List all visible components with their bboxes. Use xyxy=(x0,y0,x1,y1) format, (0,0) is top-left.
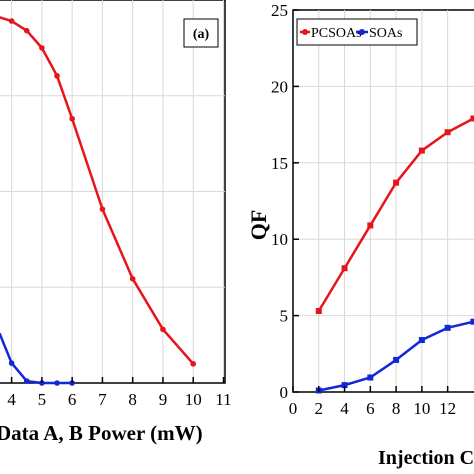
x-tick-label: 9 xyxy=(159,390,168,409)
data-point xyxy=(8,360,15,366)
x-tick-label: 5 xyxy=(38,390,47,409)
data-point xyxy=(69,115,75,122)
data-point xyxy=(393,179,400,186)
y-axis-label-b: QF xyxy=(246,210,271,241)
data-point xyxy=(367,222,374,229)
x-tick-label: 0 xyxy=(289,399,298,418)
grid-a xyxy=(0,0,225,383)
x-tick-label: 8 xyxy=(128,390,137,409)
data-point xyxy=(54,380,60,386)
y-tick-label: 0 xyxy=(280,383,289,402)
x-tick-label: 12 xyxy=(439,399,456,418)
data-point xyxy=(190,361,197,367)
data-point xyxy=(129,276,136,282)
x-tick-label: 6 xyxy=(68,390,77,409)
data-point xyxy=(8,18,15,24)
x-tick-label: 10 xyxy=(413,399,430,418)
x-tick-label: 7 xyxy=(98,390,107,409)
data-point xyxy=(99,206,106,212)
data-point xyxy=(39,45,45,51)
data-point xyxy=(54,73,60,79)
legend: PCSOAs SOAs xyxy=(296,18,418,46)
x-ticks-a: 4 5 6 7 8 9 10 11 xyxy=(7,377,232,409)
x-tick-label: 6 xyxy=(366,399,375,418)
grid-b xyxy=(293,10,474,392)
data-point xyxy=(341,382,348,389)
legend-marker-soas xyxy=(359,29,365,35)
x-ticks-b: 0 2 4 6 8 10 12 xyxy=(289,386,456,418)
x-axis-label-a: Data A, B Power (mW) xyxy=(0,421,203,445)
plot-area-b xyxy=(292,9,474,393)
y-tick-label: 15 xyxy=(271,154,288,173)
data-point xyxy=(470,318,474,325)
x-axis-label-b: Injection Cu xyxy=(378,447,474,469)
x-tick-label: 4 xyxy=(340,399,349,418)
data-point xyxy=(418,147,425,154)
x-tick-label: 11 xyxy=(215,390,231,409)
legend-label-soas: SOAs xyxy=(369,26,402,41)
data-point xyxy=(367,374,374,381)
panel-label: (a) xyxy=(193,27,210,42)
chart-panel-a: 4 5 6 7 8 9 10 11 (a) Data A, B Power (mW) xyxy=(0,0,232,445)
x-tick-label: 8 xyxy=(392,399,401,418)
y-tick-label: 10 xyxy=(271,230,288,249)
data-point xyxy=(444,129,451,136)
series-line-0 xyxy=(0,16,195,365)
y-ticks-b: 0 5 10 15 20 25 xyxy=(271,1,299,402)
legend-marker-pcsoas xyxy=(302,29,308,35)
panel-label-box xyxy=(183,18,219,48)
data-point xyxy=(341,265,348,272)
x-tick-label: 2 xyxy=(315,399,324,418)
series-group-a xyxy=(0,16,197,386)
data-point xyxy=(23,27,30,34)
data-point xyxy=(393,356,400,363)
data-point xyxy=(160,326,166,333)
data-point xyxy=(418,337,425,344)
x-tick-label: 10 xyxy=(185,390,202,409)
data-point xyxy=(315,308,322,315)
x-tick-label: 4 xyxy=(7,390,16,409)
data-point xyxy=(444,324,451,331)
data-point xyxy=(23,378,30,384)
legend-label-pcsoas: PCSOAs xyxy=(311,26,362,41)
y-tick-label: 5 xyxy=(280,307,289,326)
y-tick-label: 20 xyxy=(271,77,288,96)
y-tick-label: 25 xyxy=(271,1,288,20)
data-point xyxy=(470,115,474,122)
